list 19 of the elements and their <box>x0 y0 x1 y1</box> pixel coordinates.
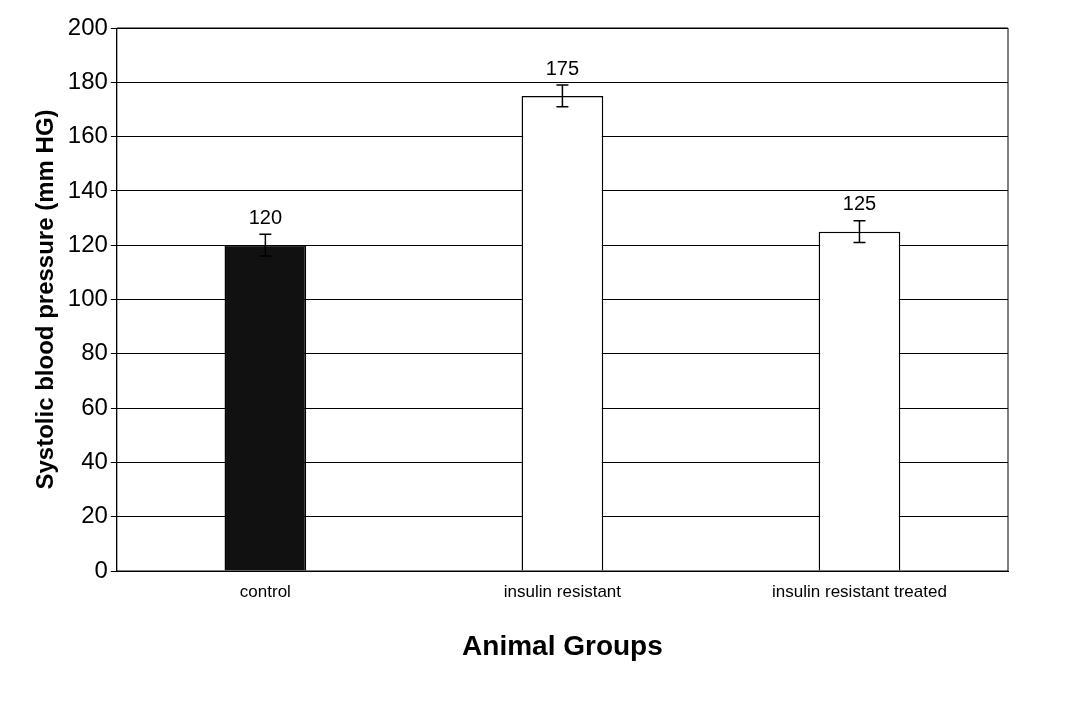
y-tick-label: 80 <box>81 338 108 366</box>
y-tick-label: 200 <box>67 12 108 40</box>
data-label: 175 <box>545 56 580 79</box>
y-tick-label: 0 <box>94 555 108 583</box>
y-tick-label: 60 <box>81 392 108 420</box>
y-tick-label: 180 <box>67 66 108 94</box>
y-tick-label: 120 <box>67 229 108 257</box>
y-tick-label: 160 <box>67 121 108 149</box>
x-tick-label: insulin resistant treated <box>772 581 947 601</box>
x-axis-title: Animal Groups <box>462 629 663 661</box>
y-tick-label: 40 <box>81 447 108 475</box>
y-axis-title: Systolic blood pressure (mm HG) <box>31 109 59 490</box>
data-label: 120 <box>248 205 283 228</box>
y-tick-label: 100 <box>67 284 108 312</box>
y-tick-label: 20 <box>81 501 108 529</box>
x-tick-label: control <box>239 581 291 601</box>
x-tick-label: insulin resistant <box>503 581 622 601</box>
data-label: 125 <box>842 192 877 215</box>
y-tick-label: 140 <box>67 175 108 203</box>
